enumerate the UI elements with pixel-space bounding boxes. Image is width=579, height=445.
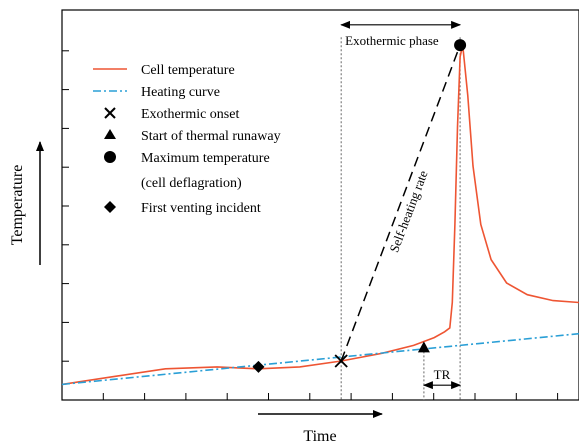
y-axis-label: Temperature — [9, 165, 26, 246]
series-line-cell-temperature — [61, 44, 579, 386]
legend-label-cell-temperature: Cell temperature — [141, 63, 235, 78]
legend-symbol-triangle — [104, 129, 116, 139]
legend: Cell temperature Heating curve Exothermi… — [93, 63, 281, 216]
guide-lines — [340, 37, 461, 400]
marker-start-of-thermal-runaway — [417, 341, 430, 353]
legend-label-start-thermal-runaway: Start of thermal runaway — [141, 129, 281, 144]
self-heating-line — [340, 44, 461, 362]
legend-label-exothermic-onset: Exothermic onset — [141, 107, 239, 122]
marker-layer — [252, 39, 467, 373]
legend-label-cell-deflagration: (cell deflagration) — [141, 176, 242, 191]
marker-maximum-temperature — [454, 39, 467, 52]
marker-first-venting-incident — [252, 360, 265, 373]
legend-symbol-diamond — [104, 201, 116, 213]
plot-frame — [61, 9, 579, 401]
x-axis-label: Time — [303, 428, 336, 445]
tr-label: TR — [434, 367, 451, 382]
legend-label-heating-curve: Heating curve — [141, 85, 220, 100]
series-line-heating-curve — [61, 332, 579, 386]
legend-symbol-x — [104, 107, 116, 119]
legend-label-first-venting: First venting incident — [141, 201, 261, 216]
legend-symbol-circle — [104, 151, 116, 163]
axis-ticks — [62, 50, 559, 400]
legend-label-maximum-temperature: Maximum temperature — [141, 151, 270, 166]
series-layer — [61, 44, 579, 386]
exothermic-phase-label: Exothermic phase — [345, 33, 439, 48]
marker-exothermic-onset — [334, 354, 348, 368]
